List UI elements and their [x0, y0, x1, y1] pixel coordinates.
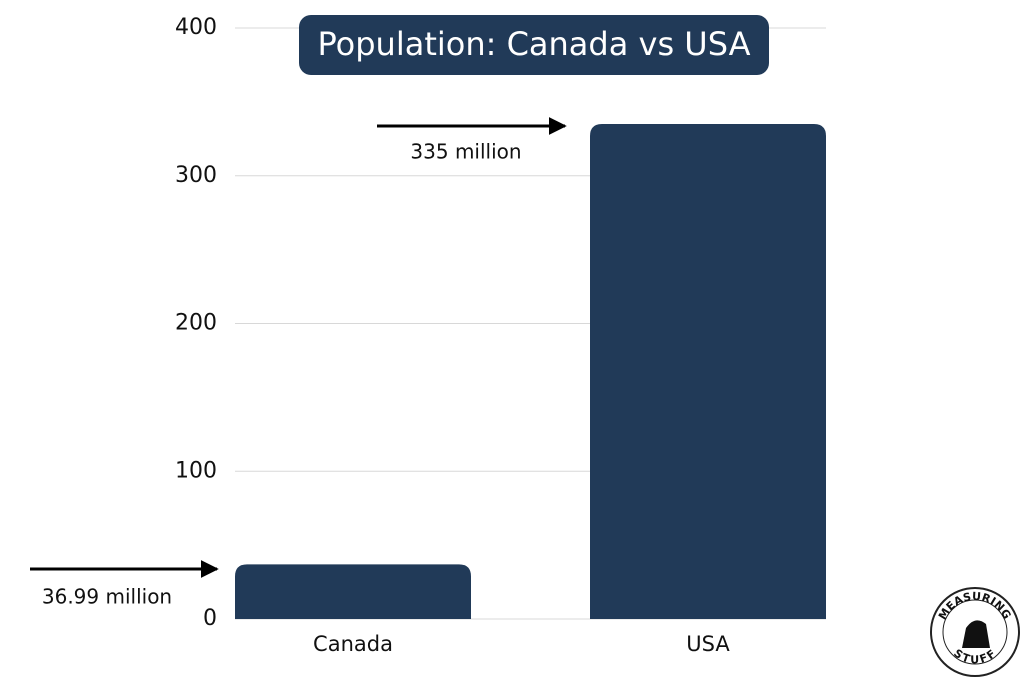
bars	[235, 124, 826, 619]
logo-bottom: STUFF	[951, 647, 998, 667]
value-label: 36.99 million	[42, 585, 172, 609]
title-box	[299, 15, 769, 75]
y-tick-label: 0	[203, 606, 217, 631]
logo-icon	[962, 620, 990, 648]
value-label: 335 million	[410, 140, 521, 164]
logo: MEASURING STUFF	[930, 587, 1020, 677]
logo-text: STUFF	[951, 647, 999, 667]
y-tick-label: 200	[175, 311, 217, 336]
y-tick-label: 100	[175, 458, 217, 483]
x-tick-label: Canada	[313, 632, 393, 656]
bar	[590, 124, 826, 619]
bar	[235, 564, 471, 619]
logo-inner	[942, 599, 1008, 665]
chart-title: Population: Canada vs USA	[317, 25, 750, 63]
y-tick-label: 300	[175, 163, 217, 188]
x-tick-label: USA	[686, 632, 730, 656]
y-tick-label: 400	[175, 15, 217, 40]
